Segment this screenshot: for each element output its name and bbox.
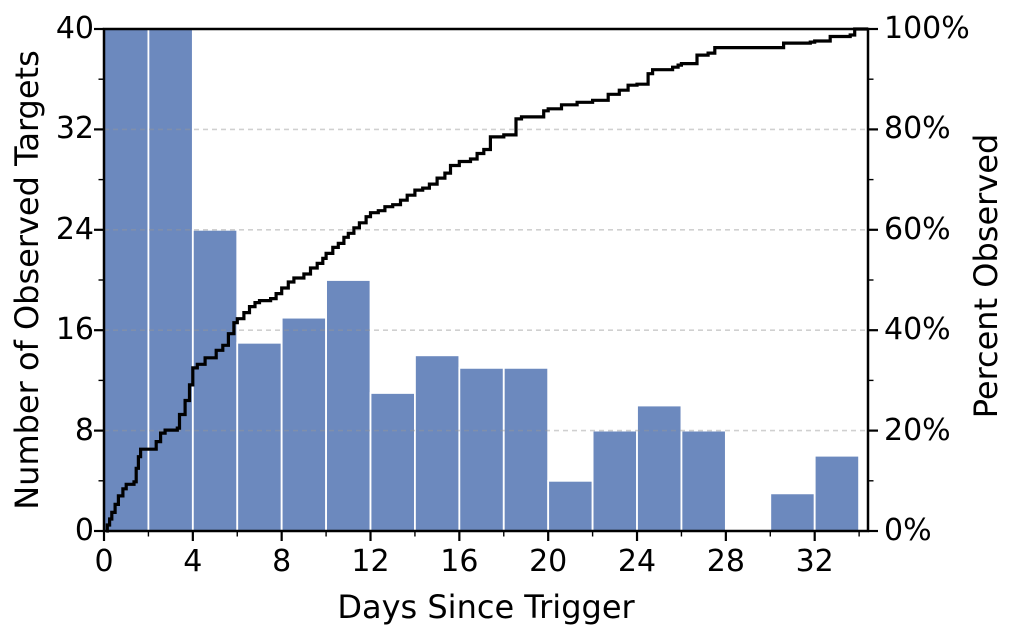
y-left-tick-label: 40 (55, 11, 94, 46)
x-tick-label: 28 (706, 544, 745, 579)
histogram-bar (680, 429, 727, 532)
y-left-tick-label: 16 (55, 312, 94, 348)
histogram-bar (813, 454, 861, 532)
x-tick-label: 32 (795, 544, 834, 579)
histogram-bar (769, 492, 816, 532)
y-right-tick-label: 20% (884, 412, 951, 448)
histogram-bar (458, 366, 505, 532)
x-tick-label: 4 (183, 544, 203, 579)
histogram-bar (369, 392, 416, 532)
x-tick-label: 24 (617, 544, 657, 579)
y-right-tick-label: 80% (884, 111, 951, 147)
histogram-bar (547, 479, 594, 532)
y-right-tick-label: 100% (884, 11, 970, 46)
x-tick-label: 12 (351, 544, 390, 579)
histogram-bar (502, 366, 550, 532)
cumulative-line (105, 27, 868, 533)
y-right-tick-label: 0% (884, 513, 932, 548)
histogram-bar (636, 404, 683, 532)
x-tick-label: 20 (529, 544, 568, 579)
y-left-tick-label: 8 (74, 412, 94, 448)
histogram-bar (325, 279, 372, 532)
y-right-tick-label: 40% (884, 312, 951, 348)
x-tick-label: 8 (272, 544, 292, 579)
histogram-bar (103, 28, 150, 532)
histogram-bar (236, 341, 283, 532)
histogram-bar (591, 429, 638, 532)
x-tick-label: 0 (94, 544, 114, 579)
histogram-bar (147, 28, 194, 532)
x-axis-title: Days Since Trigger (337, 588, 635, 626)
y-left-tick-label: 24 (55, 211, 94, 247)
x-tick-label: 16 (440, 544, 479, 579)
y-axis-title-right: Percent Observed (967, 133, 1005, 419)
histogram-bar (280, 316, 327, 532)
y-left-tick-label: 32 (55, 111, 94, 147)
histogram-bar (191, 228, 239, 532)
histogram-bar (414, 354, 461, 532)
y-right-tick-label: 60% (884, 211, 951, 247)
y-left-tick-label: 0 (74, 513, 94, 548)
